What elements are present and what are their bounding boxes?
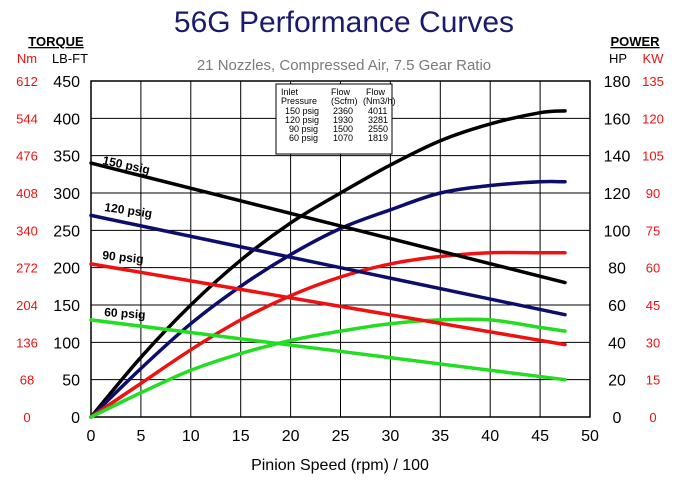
flow-table-header: Inlet bbox=[281, 87, 299, 97]
right-kw-tick-label: 0 bbox=[649, 410, 656, 425]
left-axis-unit-lbft: LB-FT bbox=[52, 51, 88, 66]
x-tick-label: 35 bbox=[431, 428, 449, 445]
torque-line-90-psig bbox=[89, 262, 567, 347]
flow-table-cell: 1070 bbox=[333, 133, 353, 143]
flow-table-cell: 90 psig bbox=[289, 124, 318, 134]
x-tick-label: 45 bbox=[531, 428, 549, 445]
x-tick-label: 30 bbox=[382, 428, 400, 445]
flow-table-cell: 3281 bbox=[368, 115, 388, 125]
left-tick-label: 400 bbox=[53, 111, 80, 128]
right-kw-tick-label: 105 bbox=[642, 149, 664, 164]
x-tick-label: 5 bbox=[136, 428, 145, 445]
left-tick-label: 250 bbox=[53, 223, 80, 240]
right-tick-label: 180 bbox=[604, 74, 631, 91]
left-tick-label: 300 bbox=[53, 186, 80, 203]
torque-line-60-psig bbox=[89, 318, 567, 382]
power-curve-150-psig bbox=[89, 109, 567, 419]
right-kw-tick-label: 90 bbox=[646, 186, 660, 201]
power-curve-90-psig bbox=[89, 250, 567, 419]
right-tick-label: 20 bbox=[608, 373, 626, 390]
right-tick-label: 120 bbox=[604, 186, 631, 203]
right-tick-label: 40 bbox=[608, 335, 626, 352]
flow-table-cell: 1500 bbox=[333, 124, 353, 134]
right-tick-label: 80 bbox=[608, 261, 626, 278]
flow-table-box bbox=[275, 83, 393, 155]
plot-frame bbox=[90, 80, 591, 418]
left-nm-tick-label: 204 bbox=[16, 298, 38, 313]
x-tick-label: 40 bbox=[481, 428, 499, 445]
series-label-120: 120 psig bbox=[104, 200, 154, 221]
flow-table-cell: 1819 bbox=[368, 133, 388, 143]
flow-table-cell: 60 psig bbox=[289, 133, 318, 143]
x-tick-label: 15 bbox=[232, 428, 250, 445]
chart-subtitle: 21 Nozzles, Compressed Air, 7.5 Gear Rat… bbox=[197, 57, 491, 74]
right-kw-tick-label: 15 bbox=[646, 373, 660, 388]
right-kw-tick-label: 45 bbox=[646, 298, 660, 313]
left-nm-tick-label: 612 bbox=[16, 74, 38, 89]
right-axis-header: POWER bbox=[610, 34, 660, 49]
series-label-60: 60 psig bbox=[104, 305, 146, 322]
right-tick-label: 0 bbox=[613, 410, 622, 427]
flow-table-cell: 2360 bbox=[333, 106, 353, 116]
flow-table: Inlet Flow Flow Pressure (Scfm) (Nm3/h) … bbox=[275, 83, 396, 155]
torque-line-120-psig bbox=[89, 213, 567, 317]
x-tick-label: 0 bbox=[87, 428, 96, 445]
right-kw-tick-label: 75 bbox=[646, 223, 660, 238]
flow-table-header: (Nm3/h) bbox=[363, 96, 396, 106]
flow-table-cell: 150 psig bbox=[285, 106, 319, 116]
torque-line-150-psig bbox=[89, 161, 567, 285]
flow-table-cell: 2550 bbox=[368, 124, 388, 134]
left-tick-label: 150 bbox=[53, 298, 80, 315]
right-kw-tick-label: 135 bbox=[642, 74, 664, 89]
left-axis-header: TORQUE bbox=[28, 34, 84, 49]
series-label-90: 90 psig bbox=[102, 248, 145, 266]
flow-table-header: (Scfm) bbox=[331, 96, 358, 106]
left-tick-label: 200 bbox=[53, 261, 80, 278]
right-tick-label: 160 bbox=[604, 111, 631, 128]
x-axis-label: Pinion Speed (rpm) / 100 bbox=[251, 457, 429, 474]
left-nm-tick-label: 136 bbox=[16, 335, 38, 350]
right-tick-label: 100 bbox=[604, 223, 631, 240]
right-kw-tick-label: 60 bbox=[646, 261, 660, 276]
left-nm-tick-label: 408 bbox=[16, 186, 38, 201]
power-curve-60-psig bbox=[89, 317, 567, 419]
right-tick-label: 60 bbox=[608, 298, 626, 315]
power-curve-120-psig bbox=[89, 179, 567, 419]
left-nm-tick-label: 544 bbox=[16, 111, 38, 126]
flow-table-cell: 1930 bbox=[333, 115, 353, 125]
left-nm-tick-label: 340 bbox=[16, 223, 38, 238]
flow-table-header: Flow bbox=[366, 87, 386, 97]
x-tick-label: 20 bbox=[282, 428, 300, 445]
left-tick-label: 100 bbox=[53, 335, 80, 352]
left-tick-label: 350 bbox=[53, 149, 80, 166]
flow-table-header: Pressure bbox=[281, 96, 317, 106]
right-axis-unit-hp: HP bbox=[609, 51, 627, 66]
flow-table-cell: 4011 bbox=[368, 106, 387, 116]
right-axis-unit-kw: KW bbox=[643, 51, 665, 66]
left-tick-label: 0 bbox=[71, 410, 80, 427]
series bbox=[89, 109, 567, 419]
left-tick-label: 50 bbox=[62, 373, 80, 390]
left-nm-tick-label: 272 bbox=[16, 261, 38, 276]
right-kw-tick-label: 30 bbox=[646, 335, 660, 350]
x-tick-label: 25 bbox=[332, 428, 350, 445]
chart-title: 56G Performance Curves bbox=[174, 6, 514, 39]
right-tick-label: 140 bbox=[604, 149, 631, 166]
flow-table-header: Flow bbox=[331, 87, 351, 97]
flow-table-cell: 120 psig bbox=[285, 115, 319, 125]
x-tick-label: 10 bbox=[182, 428, 200, 445]
left-tick-label: 450 bbox=[53, 74, 80, 91]
left-axis-unit-nm: Nm bbox=[17, 51, 37, 66]
left-nm-tick-label: 476 bbox=[16, 149, 38, 164]
x-tick-label: 50 bbox=[581, 428, 599, 445]
left-nm-tick-label: 68 bbox=[20, 373, 34, 388]
right-kw-tick-label: 120 bbox=[642, 111, 664, 126]
left-nm-tick-label: 0 bbox=[23, 410, 30, 425]
